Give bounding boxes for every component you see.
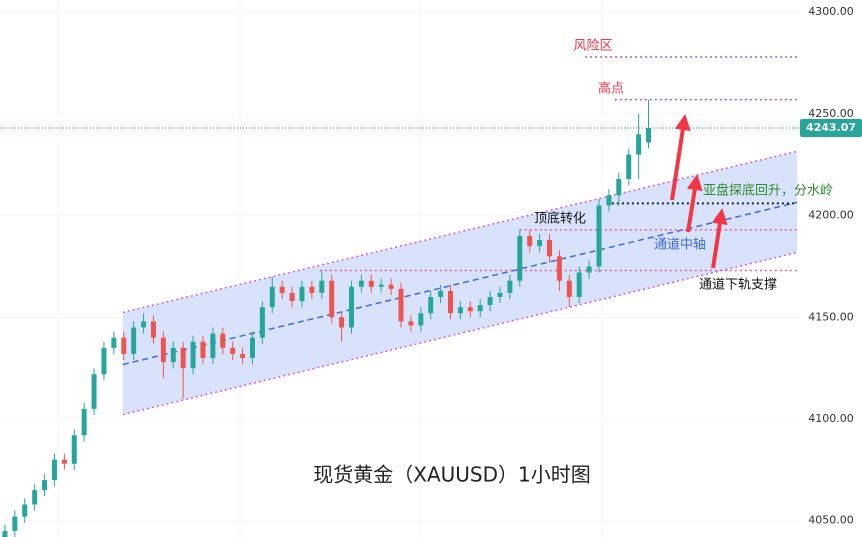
plot: 4050.00 4100.00 4150.00 4200.00 4250.00 4300.… [0, 5, 862, 537]
candle-body [438, 290, 444, 297]
candle-body [121, 337, 127, 354]
candle-body [32, 490, 38, 505]
candle-body [2, 530, 8, 537]
y-tick-label: 4050.00 [808, 514, 854, 527]
candle-body [71, 435, 77, 464]
annotation: 亚盘探底回升，分水岭 [703, 183, 833, 199]
candle-body [537, 240, 543, 247]
candle-body [477, 305, 483, 312]
candle-body [230, 347, 236, 354]
candle-body [150, 321, 156, 338]
candle-body [348, 286, 354, 328]
candle-body [51, 459, 57, 481]
candle-body [42, 480, 48, 491]
candle-body [517, 235, 523, 281]
candle-body [398, 288, 404, 322]
channel-lower [122, 251, 798, 416]
candle-body [596, 205, 602, 267]
candle-body [61, 459, 67, 464]
candle-body [240, 353, 246, 358]
candle-body [378, 284, 384, 287]
price-tag [800, 119, 862, 138]
candle-body [547, 240, 553, 257]
y-tick-label: 4300.00 [808, 5, 854, 18]
channel-fill [122, 151, 798, 415]
candle-body [101, 347, 107, 375]
annotation: 顶底转化 [534, 211, 586, 227]
price-tag-label: 4243.07 [806, 121, 856, 134]
candle-body [210, 333, 216, 358]
candle-body [269, 286, 275, 308]
candle-body [616, 179, 622, 196]
arrow [711, 208, 728, 269]
candle-body [447, 290, 453, 314]
arrow [670, 114, 691, 201]
arrow [686, 174, 703, 233]
candle-body [626, 154, 632, 179]
candle-body [586, 266, 592, 273]
candle-body [457, 307, 463, 314]
candle-body [339, 317, 345, 328]
candle-body [408, 321, 414, 326]
arrows [670, 114, 728, 269]
candle-body [428, 296, 434, 314]
y-tick-label: 4100.00 [808, 412, 854, 425]
candle-body [12, 516, 18, 531]
candle-body [467, 307, 473, 312]
candle-body [358, 280, 364, 287]
candle-body [497, 292, 503, 297]
candle-body [507, 280, 513, 293]
candle-body [111, 337, 117, 348]
candle-body [190, 341, 196, 369]
y-tick-label: 4250.00 [808, 107, 854, 120]
candle-body [141, 321, 147, 328]
candle-body [160, 337, 166, 363]
candle-body [131, 327, 137, 354]
candle-body [299, 286, 305, 302]
candle-body [91, 374, 97, 409]
candle-body [81, 408, 87, 436]
candle-body [279, 286, 285, 293]
y-tick-label: 4200.00 [808, 209, 854, 222]
channel-middle [122, 201, 798, 366]
candle-body [576, 272, 582, 297]
candle-body [487, 296, 493, 306]
candle-body [289, 292, 295, 302]
candle-body [22, 504, 28, 517]
candle-body [566, 280, 572, 297]
candle-body [220, 333, 226, 348]
candle-body [636, 134, 642, 155]
candle-body [329, 280, 335, 318]
candle-body [170, 347, 176, 363]
candle-body [180, 347, 186, 369]
channel-upper [122, 150, 798, 314]
annotation: 风险区 [573, 39, 612, 54]
annotation: 通道下轨支撑 [699, 278, 777, 293]
y-tick-label: 4150.00 [808, 310, 854, 323]
candle-body [388, 284, 394, 289]
candle-body [556, 256, 562, 281]
candle-body [646, 128, 652, 143]
candle-body [606, 195, 612, 206]
candle-body [309, 286, 315, 293]
candle-body [319, 280, 325, 293]
candle-body [527, 235, 533, 247]
candle-body [259, 307, 265, 338]
candle-body [249, 337, 255, 358]
chart-title: 现货黄金（XAUUSD）1小时图 [313, 463, 590, 487]
candle-body [418, 313, 424, 326]
annotation: 通道中轴 [654, 238, 706, 253]
candle-body [368, 280, 374, 287]
annotation: 高点 [598, 81, 624, 97]
candle-body [200, 341, 206, 358]
